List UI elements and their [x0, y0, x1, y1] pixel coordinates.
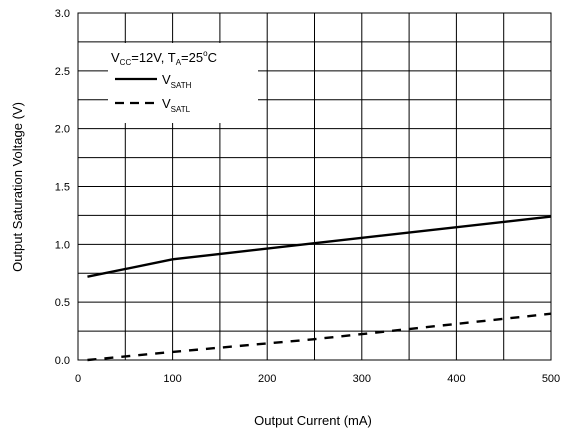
legend-condition: VCC=12V, TA=25oC — [111, 49, 217, 67]
x-tick-labels: 0 100 200 300 400 500 — [75, 373, 560, 385]
legend-unit: C — [208, 50, 217, 65]
x-tick-label: 400 — [447, 373, 465, 385]
legend-satl-sub: SATL — [171, 105, 191, 114]
x-tick-label: 300 — [353, 373, 371, 385]
plot-frame — [77, 12, 552, 361]
y-tick-label: 2.0 — [55, 124, 70, 136]
y-tick-label: 3.0 — [55, 8, 70, 20]
legend-v-sub: CC — [120, 58, 132, 67]
legend: VCC=12V, TA=25oC VSATH VSATL — [108, 43, 258, 123]
y-tick-label: 1.5 — [55, 182, 70, 194]
y-tick-label: 2.5 — [55, 66, 70, 78]
series-line-sath — [87, 215, 552, 278]
legend-t-sub: A — [176, 58, 182, 67]
legend-sath-v: V — [162, 72, 171, 87]
legend-sath-sub: SATH — [171, 81, 192, 90]
x-tick-label: 100 — [163, 373, 181, 385]
legend-mid: =12V, T — [131, 50, 176, 65]
y-tick-label: 1.0 — [55, 239, 70, 251]
y-tick-label: 0.5 — [55, 297, 70, 309]
x-tick-label: 500 — [542, 373, 560, 385]
legend-box — [108, 43, 258, 123]
y-axis-label: Output Saturation Voltage (V) — [10, 102, 25, 272]
legend-label-satl: VSATL — [162, 96, 191, 114]
legend-satl-v: V — [162, 96, 171, 111]
series-line-satl — [87, 312, 552, 362]
x-tick-label: 0 — [75, 373, 81, 385]
legend-deg: o — [203, 49, 208, 58]
legend-label-sath: VSATH — [162, 72, 192, 90]
legend-v: V — [111, 50, 120, 65]
y-tick-label: 0.0 — [55, 355, 70, 367]
legend-value: =25 — [181, 50, 203, 65]
series-group — [87, 215, 552, 362]
x-axis-label: Output Current (mA) — [254, 413, 372, 428]
x-tick-label: 200 — [258, 373, 276, 385]
y-tick-labels: 0.0 0.5 1.0 1.5 2.0 2.5 3.0 — [55, 8, 70, 367]
